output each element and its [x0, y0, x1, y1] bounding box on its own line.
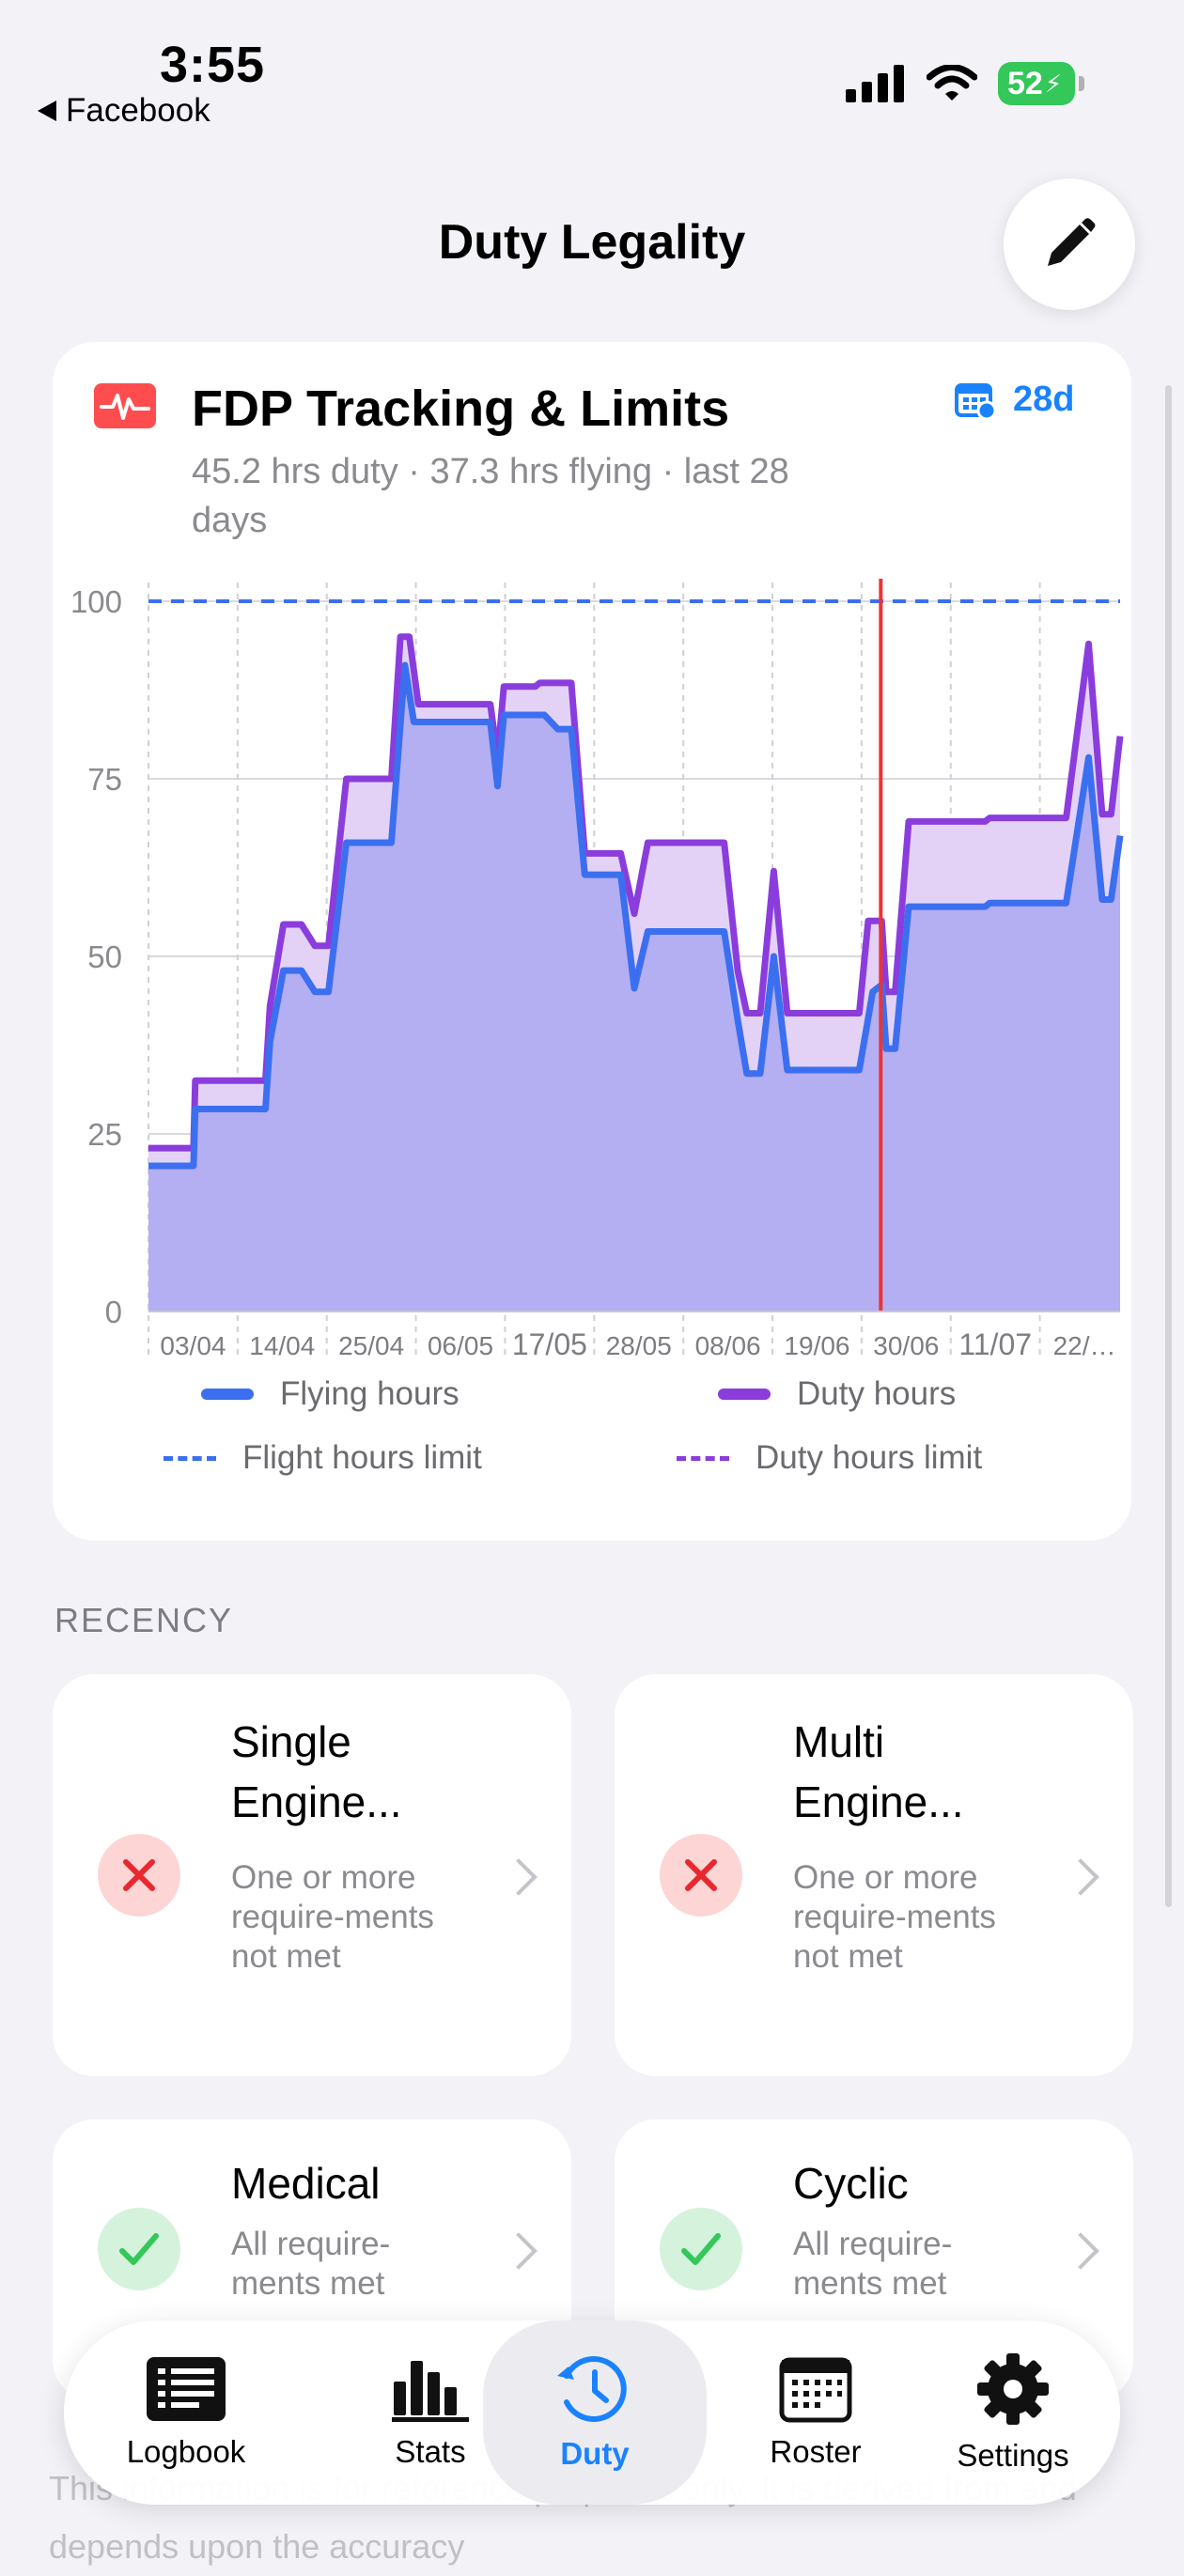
- tab-stats[interactable]: Stats: [346, 2320, 515, 2505]
- charging-bolt-icon: ⚡: [1044, 70, 1063, 98]
- tab-label: Settings: [957, 2438, 1069, 2473]
- x-tick-label: 17/05: [512, 1327, 587, 1361]
- wifi-icon: [927, 65, 977, 101]
- back-app-label: Facebook: [66, 92, 210, 129]
- x-tick-label: 08/06: [695, 1331, 761, 1360]
- legend-label-duty-limit: Duty hours limit: [756, 1439, 983, 1476]
- x-tick-label: 25/04: [338, 1331, 404, 1360]
- y-tick-label: 25: [87, 1117, 122, 1152]
- status-indicators: 52 ⚡: [846, 62, 1084, 105]
- tab-label: Stats: [395, 2434, 466, 2469]
- x-tick-label: 19/06: [784, 1331, 849, 1360]
- legend-swatch-duty-limit: [677, 1455, 729, 1461]
- x-tick-label: 03/04: [160, 1331, 226, 1360]
- card-title: FDP Tracking & Limits: [192, 380, 730, 437]
- stats-icon: [392, 2361, 469, 2422]
- flying-hours-line: [148, 661, 1124, 1170]
- chart-legend: Flying hours Duty hours Flight hours lim…: [53, 1375, 1131, 1507]
- fdp-tracking-card[interactable]: FDP Tracking & Limits 45.2 hrs duty · 37…: [53, 342, 1131, 1541]
- section-header-recency: RECENCY: [55, 1601, 234, 1639]
- chevron-right-icon: [1062, 1858, 1099, 1896]
- gear-icon: [977, 2353, 1049, 2425]
- tab-settings[interactable]: Settings: [919, 2320, 1107, 2505]
- duty-clock-icon: [557, 2356, 627, 2422]
- recency-desc: One or more require-ments not met: [231, 1859, 434, 1975]
- tab-logbook[interactable]: Logbook: [64, 2320, 308, 2505]
- recency-title: Medical: [231, 2159, 381, 2208]
- chevron-right-icon: [1062, 2232, 1099, 2270]
- scrollbar[interactable]: [1165, 385, 1172, 1907]
- x-tick-label: 14/04: [249, 1331, 315, 1360]
- battery-indicator: 52 ⚡: [998, 62, 1084, 105]
- pencil-icon: [1048, 218, 1096, 266]
- status-time: 3:55: [160, 37, 266, 93]
- legend-duty-limit: Duty hours limit: [677, 1439, 982, 1477]
- legend-swatch-flying: [201, 1389, 254, 1400]
- back-triangle-icon: [38, 101, 56, 121]
- x-tick-label: 11/07: [958, 1327, 1032, 1361]
- close-icon: [98, 1834, 180, 1916]
- legend-label-duty: Duty hours: [797, 1375, 957, 1412]
- legend-label-flight-limit: Flight hours limit: [242, 1439, 482, 1476]
- tab-bar: Logbook Stats Duty Roster: [64, 2320, 1120, 2505]
- x-tick-label: 06/05: [428, 1331, 493, 1360]
- tab-roster[interactable]: Roster: [722, 2320, 910, 2505]
- chevron-right-icon: [500, 1858, 537, 1896]
- heart-rate-icon: [94, 383, 156, 428]
- back-to-app-link[interactable]: Facebook: [38, 92, 210, 130]
- roster-calendar-icon: [779, 2357, 852, 2423]
- date-range-button[interactable]: 28d: [955, 380, 1074, 420]
- legend-swatch-duty: [718, 1389, 771, 1400]
- y-tick-label: 100: [70, 584, 122, 619]
- legend-flight-limit: Flight hours limit: [164, 1439, 482, 1477]
- recency-title: Multi Engine...: [793, 1717, 964, 1826]
- date-range-label: 28d: [1013, 380, 1075, 419]
- x-tick-label: 22/…: [1053, 1331, 1116, 1360]
- logbook-icon: [147, 2357, 226, 2421]
- page-title: Duty Legality: [438, 215, 746, 270]
- calendar-icon: [955, 382, 996, 420]
- chevron-right-icon: [500, 2232, 537, 2270]
- edit-button[interactable]: [1004, 178, 1135, 310]
- legend-swatch-flight-limit: [164, 1455, 216, 1461]
- card-subtitle: 45.2 hrs duty · 37.3 hrs flying · last 2…: [192, 452, 789, 540]
- recency-title: Cyclic: [793, 2159, 909, 2208]
- tab-label: Duty: [560, 2436, 630, 2471]
- legend-flying: Flying hours: [201, 1375, 460, 1413]
- duty-hours-line: [148, 633, 1124, 1152]
- recency-card-single-engine[interactable]: Single Engine... One or more require-men…: [53, 1674, 571, 2076]
- tab-label: Logbook: [126, 2434, 246, 2469]
- recency-title: Single Engine...: [231, 1717, 402, 1826]
- tab-duty[interactable]: Duty: [483, 2320, 707, 2505]
- x-tick-label: 30/06: [873, 1331, 939, 1360]
- recency-desc: All require-ments met: [793, 2226, 953, 2302]
- y-tick-label: 75: [87, 762, 122, 797]
- y-tick-label: 50: [87, 939, 122, 974]
- tab-label: Roster: [770, 2434, 862, 2469]
- check-icon: [98, 2208, 180, 2290]
- check-icon: [660, 2208, 742, 2290]
- battery-level: 52: [1007, 66, 1043, 101]
- x-tick-label: 28/05: [606, 1331, 672, 1360]
- recency-desc: One or more require-ments not met: [793, 1859, 996, 1975]
- close-icon: [660, 1834, 742, 1916]
- fdp-chart: 0 25 50 75 100 03/04 14/04 25/04 06/05 17/05 28/05…: [70, 579, 1124, 1361]
- recency-desc: All require-ments met: [231, 2226, 391, 2302]
- legend-label-flying: Flying hours: [280, 1375, 460, 1412]
- recency-card-multi-engine[interactable]: Multi Engine... One or more require-ment…: [615, 1674, 1133, 2076]
- legend-duty: Duty hours: [718, 1375, 956, 1413]
- signal-icon: [846, 65, 904, 102]
- y-tick-label: 0: [105, 1295, 122, 1329]
